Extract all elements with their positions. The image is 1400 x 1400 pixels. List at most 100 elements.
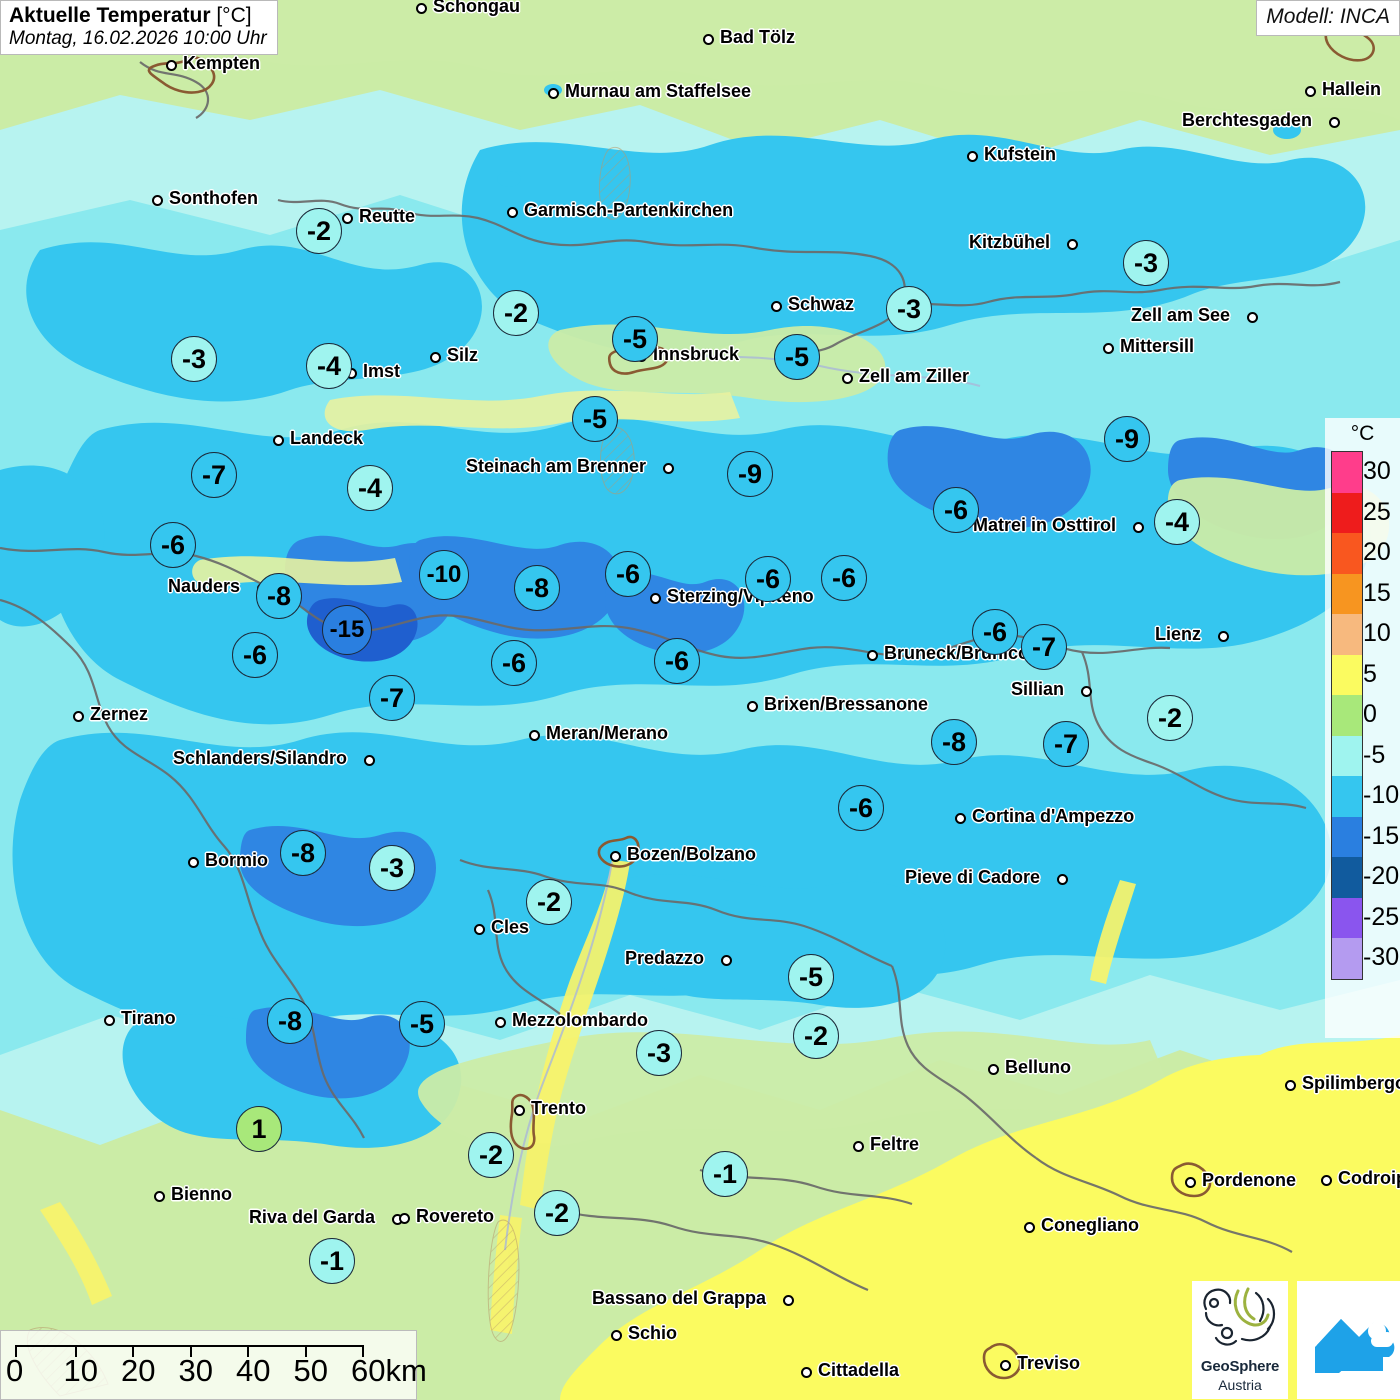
city-label: Lienz xyxy=(1154,624,1201,644)
city-label: Pieve di Cadore xyxy=(904,867,1040,887)
city-dot-icon xyxy=(154,1191,165,1202)
city-label: Treviso xyxy=(1017,1353,1081,1373)
temperature-marker: -6 xyxy=(933,487,979,533)
temperature-marker: -9 xyxy=(1104,416,1150,462)
city-label: Kempten xyxy=(183,53,261,73)
scale-number: 30 xyxy=(178,1353,213,1388)
temperature-marker: -2 xyxy=(468,1132,514,1178)
city-dot-icon xyxy=(474,924,485,935)
legend-swatch xyxy=(1332,573,1362,614)
city-label: Innsbruck xyxy=(653,344,740,364)
city-label: Berchtesgaden xyxy=(1181,110,1312,130)
city-label: Zernez xyxy=(90,704,149,724)
temperature-marker: -2 xyxy=(493,290,539,336)
legend-label: 0 xyxy=(1363,700,1377,728)
legend-swatch xyxy=(1332,654,1362,695)
temperature-marker: -7 xyxy=(191,452,237,498)
scale-rule xyxy=(15,1345,364,1357)
temperature-marker: -6 xyxy=(232,632,278,678)
city-label: Schlanders/Silandro xyxy=(172,748,347,768)
scale-tick xyxy=(304,1347,307,1357)
city-dot-icon xyxy=(1329,117,1340,128)
city-label: Mittersill xyxy=(1120,336,1195,356)
city-label: Murnau am Staffelsee xyxy=(565,81,752,101)
city-dot-icon xyxy=(364,755,375,766)
temperature-marker: -4 xyxy=(347,465,393,511)
city-dot-icon xyxy=(73,711,84,722)
temperature-marker: -1 xyxy=(702,1151,748,1197)
temperature-marker: -2 xyxy=(793,1013,839,1059)
temperature-marker: -3 xyxy=(886,286,932,332)
temperature-marker: -2 xyxy=(534,1190,580,1236)
temperature-marker: -6 xyxy=(972,609,1018,655)
model-label: Modell: INCA xyxy=(1266,5,1390,28)
temperature-marker: -3 xyxy=(1123,240,1169,286)
city-label: Codroipo xyxy=(1338,1168,1400,1188)
legend-label: -20 xyxy=(1363,862,1400,890)
scale-number: 50 xyxy=(293,1353,328,1388)
city-dot-icon xyxy=(1057,874,1068,885)
city-dot-icon xyxy=(166,60,177,71)
scale-number: 60km xyxy=(351,1353,427,1388)
legend-swatch xyxy=(1332,938,1362,979)
temperature-marker: -2 xyxy=(296,208,342,254)
temperature-marker: -6 xyxy=(838,785,884,831)
temperature-marker: -3 xyxy=(171,336,217,382)
city-dot-icon xyxy=(430,352,441,363)
city-dot-icon xyxy=(1321,1175,1332,1186)
city-dot-icon xyxy=(1305,86,1316,97)
legend-label: 10 xyxy=(1363,619,1391,647)
temperature-marker: -7 xyxy=(1043,721,1089,767)
city-dot-icon xyxy=(611,1330,622,1341)
city-dot-icon xyxy=(399,1213,410,1224)
model-box: Modell: INCA xyxy=(1256,0,1400,36)
temperature-marker: -5 xyxy=(788,954,834,1000)
city-label: Brixen/Bressanone xyxy=(764,694,929,714)
temperature-marker: -9 xyxy=(727,451,773,497)
temperature-marker: -5 xyxy=(399,1001,445,1047)
city-label: Spilimbergo xyxy=(1302,1073,1400,1093)
temperature-marker: -8 xyxy=(931,719,977,765)
city-dot-icon xyxy=(514,1105,525,1116)
legend-swatch xyxy=(1332,533,1362,574)
city-label: Garmisch-Partenkirchen xyxy=(524,200,734,220)
city-dot-icon xyxy=(152,195,163,206)
city-label: Zell am Ziller xyxy=(859,366,970,386)
city-dot-icon xyxy=(801,1367,812,1378)
mountain-cloud-logo xyxy=(1297,1281,1400,1399)
city-label: Sillian xyxy=(1010,679,1064,699)
city-label: Cittadella xyxy=(818,1360,900,1380)
city-dot-icon xyxy=(1103,343,1114,354)
temperature-marker: -2 xyxy=(1147,695,1193,741)
scale-tick xyxy=(247,1347,249,1357)
legend-swatch xyxy=(1332,857,1362,898)
city-label: Pordenone xyxy=(1202,1170,1297,1190)
legend-label: 20 xyxy=(1363,538,1391,566)
scale-number: 40 xyxy=(236,1353,271,1388)
scale-number: 0 xyxy=(6,1353,24,1388)
city-label: Bienno xyxy=(171,1184,232,1204)
city-dot-icon xyxy=(1133,522,1144,533)
temperature-marker: -8 xyxy=(256,573,302,619)
city-label: Nauders xyxy=(167,576,240,596)
city-dot-icon xyxy=(867,650,878,661)
temperature-marker: -6 xyxy=(745,556,791,602)
city-label: Kitzbühel xyxy=(969,232,1050,252)
legend-color-strip xyxy=(1331,451,1363,980)
city-label: Mezzolombardo xyxy=(512,1010,649,1030)
page-title: Aktuelle Temperatur [°C] xyxy=(9,4,267,28)
city-label: Schio xyxy=(628,1323,678,1343)
city-dot-icon xyxy=(188,857,199,868)
city-dot-icon xyxy=(1000,1360,1011,1371)
city-dot-icon xyxy=(548,88,559,99)
temperature-marker: -4 xyxy=(1154,499,1200,545)
city-dot-icon xyxy=(967,151,978,162)
temperature-marker: -15 xyxy=(322,605,372,655)
city-dot-icon xyxy=(1285,1080,1296,1091)
city-dot-icon xyxy=(1081,686,1092,697)
temperature-marker: -6 xyxy=(605,551,651,597)
city-dot-icon xyxy=(721,955,732,966)
city-dot-icon xyxy=(1067,239,1078,250)
city-dot-icon xyxy=(1024,1222,1035,1233)
